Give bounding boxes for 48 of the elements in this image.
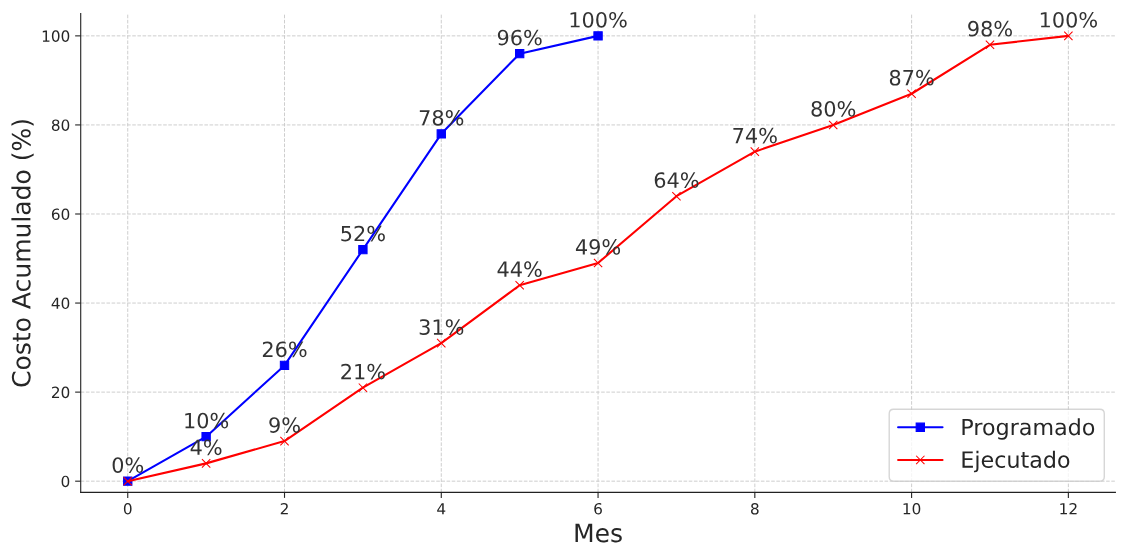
legend-label: Programado [962,418,1095,440]
x-tick-label: 6 [594,503,602,515]
data-label: 31% [419,319,464,335]
x-tick-label: 0 [123,503,132,515]
data-label: 4% [190,439,222,456]
x-axis-title: Mes [575,523,622,543]
point [906,89,917,99]
y-tick-label: 40 [51,297,70,310]
x-tick-label: 4 [437,503,446,515]
point [358,244,368,255]
x-tick-label: 2 [280,503,288,515]
point [436,129,446,139]
y-tick-label: 80 [51,119,70,131]
y-tick-label: 100 [42,30,70,42]
y-tick-label: 60 [51,208,70,221]
data-label: 98% [968,20,1012,37]
point [593,258,603,268]
point [985,40,995,50]
point [514,280,525,290]
point [358,382,368,393]
data-label: 0% [112,457,144,473]
point [201,458,211,469]
y-tick-label: 0 [61,475,70,488]
point [671,191,682,201]
x-tick-label: 12 [1060,503,1077,515]
data-label: 21% [341,363,385,380]
data-label: 96% [497,29,542,46]
point [279,436,290,446]
y-axis-title: Costo Acumulado (%) [11,120,34,387]
point [593,31,603,41]
y-tick-label: 20 [51,386,70,399]
data-label: 64% [654,172,699,188]
data-label: 80% [811,100,856,117]
data-label: 44% [497,261,542,278]
x-tick-label: 10 [903,503,921,515]
data-label: 9% [269,417,300,433]
x-tick-label: 8 [751,503,759,515]
point [279,360,290,371]
point [514,48,525,59]
legend-label: Ejecutado [962,450,1070,473]
data-label: 74% [733,127,777,144]
point [750,146,760,157]
data-label: 100% [570,11,627,28]
data-label: 100% [1040,11,1097,28]
point [828,120,838,130]
point [1063,31,1074,41]
data-label: 87% [889,69,934,86]
point [436,338,446,348]
